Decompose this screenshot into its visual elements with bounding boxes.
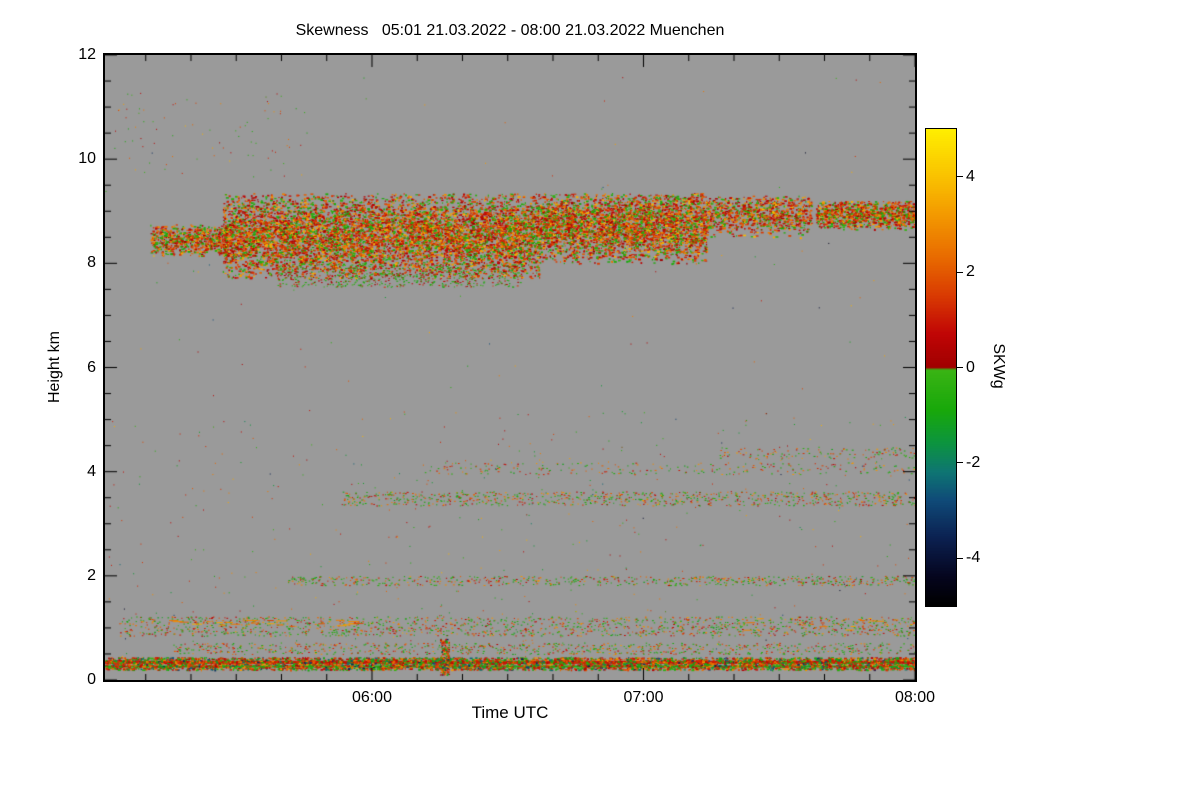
y-tick-label: 4 xyxy=(87,462,96,480)
colorbar-tick-mark xyxy=(957,176,963,178)
colorbar-tick-label: -4 xyxy=(966,549,981,567)
x-tick-label: 07:00 xyxy=(623,689,664,706)
y-tick-label: 6 xyxy=(87,358,96,376)
x-tick-label: 06:00 xyxy=(351,689,392,706)
colorbar-tick-mark xyxy=(957,462,963,464)
colorbar-tick-mark xyxy=(957,557,963,559)
y-tick-label: 10 xyxy=(78,150,96,168)
heatmap-canvas xyxy=(105,55,915,680)
y-tick-label: 8 xyxy=(87,254,96,272)
y-tick-label: 12 xyxy=(78,46,96,63)
colorbar-tick-mark xyxy=(957,271,963,273)
colorbar-tick-label: 4 xyxy=(966,167,975,185)
plot-area xyxy=(103,53,917,682)
colorbar-label: SKWg xyxy=(990,343,1007,389)
colorbar-tick-label: -2 xyxy=(966,453,981,471)
colorbar-tick-mark xyxy=(957,367,963,368)
y-tick-label: 2 xyxy=(87,566,96,584)
x-axis-label: Time UTC xyxy=(471,703,549,722)
chart-title: Skewness 05:01 21.03.2022 - 08:00 21.03.… xyxy=(295,22,725,39)
colorbar xyxy=(925,128,957,607)
y-tick-label: 0 xyxy=(87,671,96,688)
x-tick-label: 08:00 xyxy=(894,689,936,706)
colorbar-tick-label: 0 xyxy=(966,358,975,376)
colorbar-tick-label: 2 xyxy=(966,263,975,281)
colorbar-gradient-canvas xyxy=(926,129,956,606)
